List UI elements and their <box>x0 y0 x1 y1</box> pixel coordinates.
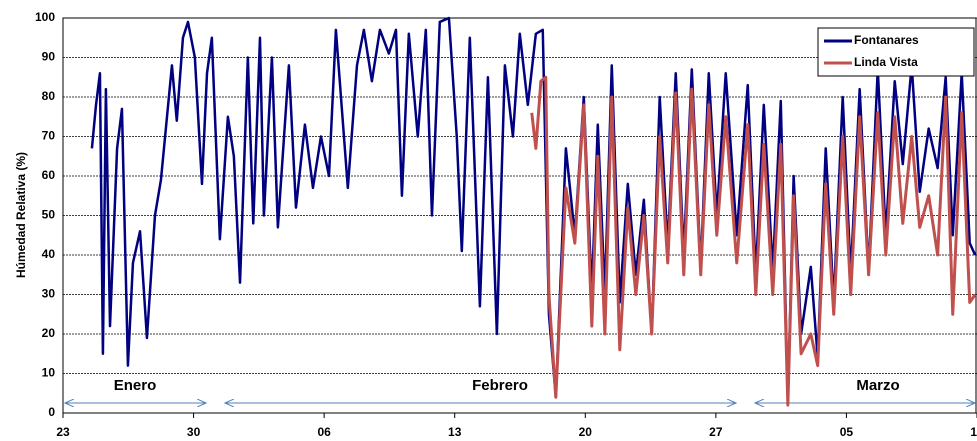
y-tick-label: 0 <box>48 405 55 419</box>
y-tick-label: 20 <box>42 326 56 340</box>
x-tick-label: 06 <box>317 425 331 439</box>
y-tick-label: 10 <box>42 366 56 380</box>
x-tick-label: 23 <box>56 425 70 439</box>
x-tick-label: 05 <box>840 425 854 439</box>
y-tick-label: 100 <box>35 10 55 24</box>
x-tick-label: 30 <box>187 425 201 439</box>
legend-label: Fontanares <box>854 33 919 47</box>
annotation-bg <box>836 376 920 396</box>
y-tick-label: 80 <box>42 89 56 103</box>
y-tick-label: 60 <box>42 168 56 182</box>
x-tick-label: 27 <box>709 425 723 439</box>
legend-box <box>817 27 975 77</box>
y-tick-label: 50 <box>42 208 56 222</box>
series-line <box>90 16 977 403</box>
annotation-bg <box>93 376 177 396</box>
y-tick-label: 70 <box>42 129 56 143</box>
series-line <box>530 75 977 407</box>
x-tick-label: 20 <box>579 425 593 439</box>
annotation-bg <box>458 376 542 396</box>
x-tick-label: 12 <box>970 425 977 439</box>
y-tick-label: 30 <box>42 287 56 301</box>
annotation: Marzo <box>856 377 899 394</box>
plot-frame <box>62 17 977 414</box>
y-tick-label: 90 <box>42 50 56 64</box>
y-tick-label: 40 <box>42 247 56 261</box>
legend-label: Linda Vista <box>854 55 918 69</box>
y-axis-label: Húmedad Relativa (%) <box>14 152 28 278</box>
x-tick-label: 13 <box>448 425 462 439</box>
annotation: Enero <box>114 377 157 394</box>
annotation: Febrero <box>472 377 528 394</box>
